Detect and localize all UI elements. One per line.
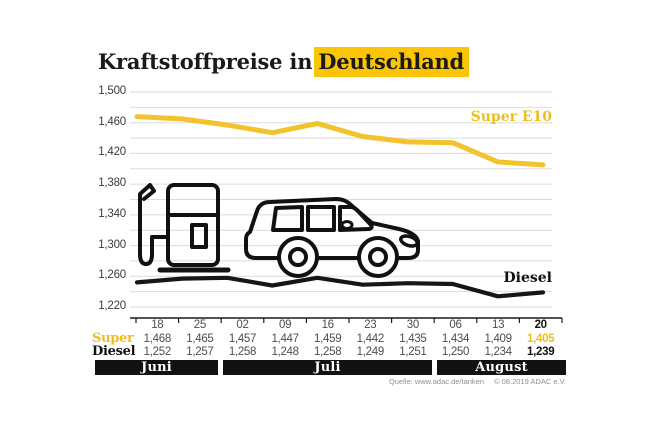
date-cell: 02 [236,319,249,331]
y-axis-tick-label: 1,500 [98,85,126,97]
super-value-cell: 1,435 [399,332,427,345]
diesel-value-cell: 1,251 [399,346,427,358]
diesel-value-cell: 1,234 [484,346,512,358]
source-note: Quelle: www.adac.de/tanken © 08.2019 ADAC… [389,377,566,386]
diesel-value-cell: 1,248 [271,346,299,358]
super-value-cell: 1,468 [143,332,172,345]
car-icon [244,197,420,278]
series-line-super-e10 [134,114,546,168]
diesel-value-cell: 1,258 [228,346,257,358]
y-axis-tick-label: 1,220 [98,300,126,312]
fuel-pump-icon [138,183,231,273]
date-cell: 20 [534,319,548,331]
super-value-cell: 1,409 [484,332,512,345]
y-axis-tick-label: 1,420 [98,146,126,159]
y-axis-tick-label: 1,340 [98,207,126,220]
date-cell: 13 [491,319,505,331]
diesel-value-cell: 1,250 [441,346,470,358]
date-cell: 23 [364,319,377,331]
month-bar-august: August [437,360,566,375]
page-title: Kraftstoffpreise in Deutschland [98,47,470,77]
date-cell: 16 [321,319,335,331]
date-cell: 06 [449,319,462,331]
month-bar-juli: Juli [223,360,432,375]
super-value-cell: 1,405 [527,332,555,345]
date-cell: 18 [151,319,164,331]
diesel-value-cell: 1,249 [356,346,385,358]
y-axis-tick-label: 1,300 [98,238,126,251]
super-value-cell: 1,459 [314,332,342,345]
title-highlight: Deutschland [314,47,470,77]
series-label-super-e10: Super E10 [470,109,552,125]
table-row-label-diesel: Diesel [92,344,136,359]
super-value-cell: 1,447 [271,332,299,345]
series-label-diesel: Diesel [503,270,552,286]
table-row-label-super: Super [92,331,134,346]
y-axis-tick-label: 1,460 [98,115,126,128]
date-cell: 25 [193,319,207,331]
super-value-cell: 1,442 [356,332,385,345]
diesel-value-cell: 1,252 [143,346,172,358]
super-value-cell: 1,457 [228,332,257,345]
title-text: Kraftstoffpreise in [98,49,313,74]
diesel-value-cell: 1,258 [314,346,342,358]
date-cell: 30 [406,319,420,331]
super-value-cell: 1,465 [186,332,214,345]
diesel-value-cell: 1,257 [186,346,214,358]
date-cell: 09 [278,319,292,331]
series-line-diesel [134,275,546,299]
super-value-cell: 1,434 [441,332,470,345]
y-axis-tick-label: 1,260 [98,269,126,282]
diesel-value-cell: 1,239 [527,346,555,358]
source-text: Quelle: www.adac.de/tanken [388,377,485,386]
y-axis-tick-label: 1,380 [98,177,126,190]
copyright-text: © 08.2019 ADAC e.V. [494,377,566,386]
month-bar-juni: Juni [95,360,218,375]
